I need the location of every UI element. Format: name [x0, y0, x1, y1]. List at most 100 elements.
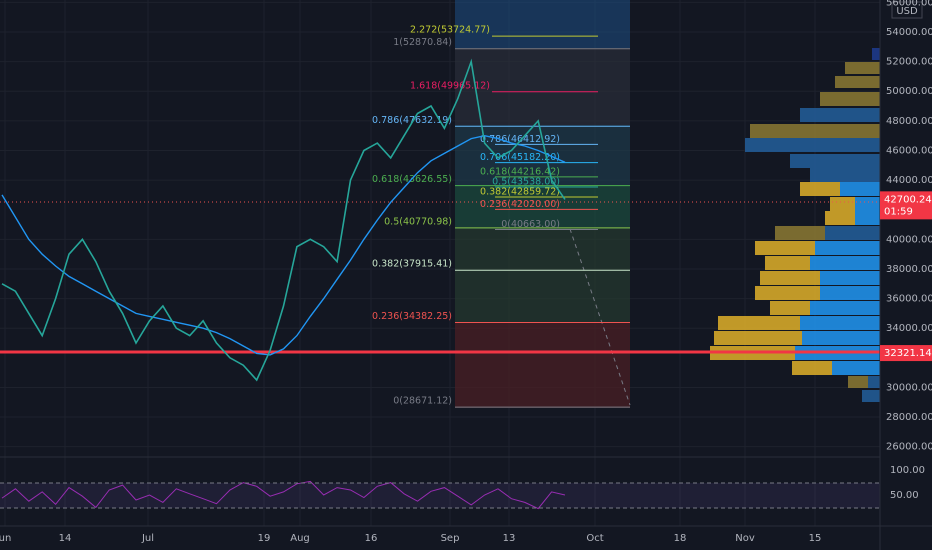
vp-bar — [820, 286, 880, 300]
ma-line — [1, 134, 566, 356]
fib-label: 0.786(47632.19) — [372, 115, 452, 126]
vp-bar — [714, 331, 802, 345]
vp-bar — [872, 48, 880, 60]
fib-zone — [455, 229, 630, 323]
fib-zone — [455, 185, 630, 229]
vp-bar — [855, 197, 880, 211]
vp-bar — [800, 316, 880, 330]
vp-bar — [810, 301, 880, 315]
x-tick-label: Aug — [290, 533, 310, 544]
vp-bar — [835, 76, 880, 88]
y-tick-label: 26000.00 — [886, 442, 932, 453]
fib-zone — [455, 323, 630, 408]
vp-bar — [718, 316, 800, 330]
fib-label: 2.272(53724.77) — [410, 25, 490, 36]
vp-bar — [775, 226, 825, 240]
plot: 2.272(53724.77)1(52870.84) 1.618(49965.12… — [1, 25, 630, 510]
x-tick-label: Jul — [141, 533, 154, 544]
fib-label: 0.5(40770.98) — [384, 216, 452, 227]
vp-bar — [800, 108, 880, 122]
vp-bar — [825, 211, 855, 225]
fib-small-label: 0(40663.00) — [501, 219, 560, 230]
vp-bar — [820, 92, 880, 106]
vp-bar — [845, 62, 880, 74]
vp-bar — [810, 168, 880, 182]
vp-bar — [755, 286, 820, 300]
price-tag — [880, 345, 932, 362]
vp-bar — [840, 182, 880, 196]
rsi-tick-label: 100.00 — [890, 465, 925, 476]
vp-bar — [832, 361, 880, 375]
x-tick-label: 19 — [258, 533, 271, 544]
vp-bar — [810, 256, 880, 270]
vp-bar — [802, 331, 880, 345]
x-tick-label: Oct — [586, 533, 603, 544]
fib-small-label: 0.618(44216.42) — [480, 166, 560, 177]
x-tick-label: Nov — [735, 533, 755, 544]
vp-bar — [755, 241, 815, 255]
y-tick-label: 38000.00 — [886, 264, 932, 275]
y-tick-label: 50000.00 — [886, 86, 932, 97]
y-tick-label: 36000.00 — [886, 294, 932, 305]
x-tick-label: 15 — [809, 533, 822, 544]
y-tick-label: 28000.00 — [886, 412, 932, 423]
vp-bar — [825, 226, 880, 240]
vp-bar — [790, 154, 880, 168]
y-tick-label: 52000.00 — [886, 57, 932, 68]
fib-small-label: 0.5(43538.00) — [492, 176, 560, 187]
fib-zone — [455, 48, 630, 125]
x-tick-label: un — [0, 533, 11, 544]
vp-bar — [855, 211, 880, 225]
x-tick-label: 14 — [59, 533, 72, 544]
price-tag-label: 32321.14 — [884, 348, 932, 359]
vp-bar — [800, 182, 840, 196]
y-tick-label: 48000.00 — [886, 116, 932, 127]
vp-bar — [820, 271, 880, 285]
vp-bar — [830, 197, 855, 211]
x-tick-label: 16 — [365, 533, 378, 544]
price-tag — [880, 191, 932, 220]
y-tick-label: 46000.00 — [886, 145, 932, 156]
fib-zone — [455, 125, 630, 185]
rsi-band — [0, 483, 880, 508]
fib-zone — [455, 0, 630, 48]
vp-bar — [770, 301, 810, 315]
price-tag-label: 42700.24 — [884, 194, 932, 205]
vp-bar — [868, 376, 880, 388]
y-tick-label: 34000.00 — [886, 323, 932, 334]
fib-small-label: 0.382(42859.72) — [480, 186, 560, 197]
vp-bar — [745, 138, 880, 152]
price-tag-timer: 01:59 — [884, 206, 913, 217]
rsi-line — [1, 480, 566, 510]
projection-line — [569, 228, 631, 406]
vp-bar — [792, 361, 832, 375]
vp-bar — [760, 271, 820, 285]
y-tick-label: 54000.00 — [886, 27, 932, 38]
y-tick-label: 44000.00 — [886, 175, 932, 186]
y-tick-label: 40000.00 — [886, 234, 932, 245]
price-line — [1, 58, 566, 382]
fib-small-label: 0.236(42020.00) — [480, 199, 560, 210]
x-tick-label: Sep — [441, 533, 460, 544]
fib-label: 0(28671.12) — [393, 396, 452, 407]
y-tick-label: 30000.00 — [886, 382, 932, 393]
fib-small-label: 0.786(46412.92) — [480, 134, 560, 145]
volume-profile — [710, 48, 880, 402]
vp-bar — [862, 390, 880, 402]
vp-bar — [815, 241, 880, 255]
vp-bar — [848, 376, 868, 388]
rsi-tick-label: 50.00 — [890, 490, 919, 501]
fib-label: 0.236(34382.25) — [372, 311, 452, 322]
vp-bar — [750, 124, 880, 138]
x-tick-label: 18 — [674, 533, 687, 544]
vp-bar — [765, 256, 810, 270]
currency: USD — [896, 6, 918, 17]
fib-label: 1(52870.84) — [393, 37, 452, 48]
x-tick-label: 13 — [503, 533, 516, 544]
currency-box[interactable] — [891, 1, 923, 19]
y-tick-label: 56000.00 — [886, 0, 932, 8]
fib-label: 0.382(37915.41) — [372, 259, 452, 270]
fib-small-label: 0.706(45182.20) — [480, 152, 560, 163]
